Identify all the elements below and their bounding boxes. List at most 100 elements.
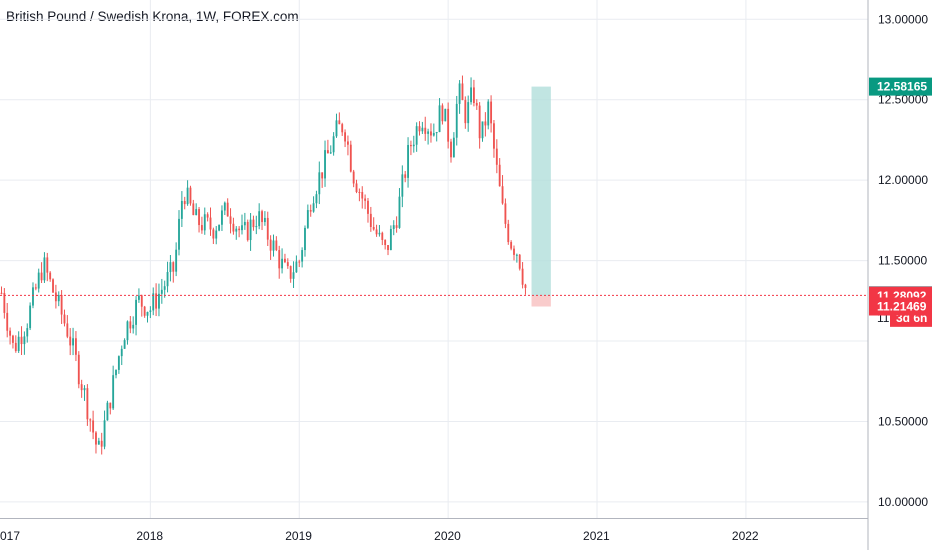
candle-body	[435, 132, 438, 134]
candle-body	[106, 402, 109, 421]
candle-body	[455, 103, 458, 138]
candle-body	[120, 348, 123, 357]
candle-body	[412, 144, 415, 147]
candle-body	[272, 240, 275, 251]
candle-body	[103, 420, 106, 447]
candle-body	[447, 108, 450, 142]
candle-body	[246, 221, 249, 241]
candle-body	[23, 336, 26, 345]
candle-body	[295, 261, 298, 273]
candle-body	[367, 200, 369, 214]
candle-body	[407, 144, 409, 178]
candle-body	[63, 314, 66, 324]
candle-body	[341, 124, 344, 133]
candle-body	[401, 174, 404, 197]
candle-body	[169, 262, 172, 273]
candle-body	[226, 202, 229, 217]
candle-body	[40, 272, 43, 281]
candle-body	[52, 279, 54, 293]
target-zone	[531, 86, 551, 296]
candle-body	[309, 210, 312, 212]
candle-body	[158, 293, 160, 309]
candle-body	[3, 293, 6, 313]
price-tick-label: 10.00000	[878, 495, 928, 509]
candle-body	[510, 242, 513, 249]
candle-body	[140, 295, 143, 307]
candle-body	[223, 202, 226, 211]
candle-body	[387, 245, 389, 251]
candle-body	[183, 201, 186, 205]
candle-body	[175, 249, 178, 272]
candle-body	[195, 209, 198, 216]
candle-body	[143, 306, 146, 316]
candle-body	[298, 261, 301, 263]
candle-body	[163, 286, 166, 290]
time-tick-label: 017	[0, 529, 20, 543]
candle-body	[321, 172, 324, 179]
candle-body	[415, 126, 418, 145]
candle-body	[347, 141, 349, 145]
candle-body	[218, 224, 221, 231]
target-price-tag-bg	[869, 77, 932, 96]
candle-body	[69, 336, 72, 346]
candle-body	[255, 226, 258, 228]
candle-body	[266, 217, 269, 240]
candle-body	[281, 258, 284, 269]
candle-body	[261, 211, 263, 223]
candle-body	[203, 214, 206, 231]
candle-body	[112, 375, 115, 409]
time-tick-label: 2021	[583, 529, 610, 543]
candle-body	[358, 191, 361, 193]
candle-body	[395, 225, 398, 228]
candle-body	[172, 262, 175, 272]
candle-body	[344, 132, 347, 142]
candle-body	[490, 101, 493, 124]
candle-body	[12, 335, 14, 343]
candle-body	[117, 356, 120, 370]
candle-body	[166, 272, 169, 287]
candle-body	[109, 402, 112, 409]
candle-body	[232, 223, 235, 232]
candle-body	[493, 123, 495, 149]
candle-body	[521, 268, 524, 285]
grid-layer	[0, 0, 868, 518]
candle-body	[155, 293, 158, 309]
candle-body	[427, 131, 430, 134]
candle-body	[149, 310, 152, 312]
price-tick-label: 10.50000	[878, 414, 928, 428]
candle-body	[83, 388, 86, 391]
candle-body	[238, 228, 241, 231]
candle-body	[432, 133, 435, 136]
candle-body	[484, 121, 487, 126]
candle-body	[352, 171, 355, 184]
candle-body	[306, 210, 309, 228]
candle-body	[355, 183, 358, 192]
candle-body	[269, 239, 272, 251]
candle-body	[180, 201, 183, 219]
candle-body	[286, 262, 289, 267]
time-tick-label: 2018	[136, 529, 163, 543]
candle-body	[263, 217, 266, 223]
candle-body	[441, 105, 444, 122]
candle-body	[241, 225, 243, 231]
price-axis[interactable]: 13.00000 12.50000 12.00000 11.50000 10.50000…	[867, 0, 928, 550]
candle-body	[89, 419, 92, 421]
candle-body	[452, 137, 455, 158]
candle-body	[289, 266, 292, 279]
candle-body	[135, 299, 137, 325]
candle-body	[464, 100, 467, 124]
candle-body	[43, 257, 46, 281]
time-axis[interactable]: 017 2018 2019 2020 2021 2022	[0, 518, 868, 544]
candle-body	[389, 228, 392, 251]
candle-body	[335, 120, 338, 137]
stop-zone	[531, 295, 551, 307]
candle-body	[392, 225, 395, 229]
price-tick-label: 12.00000	[878, 173, 928, 187]
candle-body	[34, 287, 37, 289]
candle-body	[123, 340, 126, 349]
candle-body	[478, 105, 481, 139]
candle-body	[284, 258, 286, 263]
candle-body	[304, 227, 306, 251]
